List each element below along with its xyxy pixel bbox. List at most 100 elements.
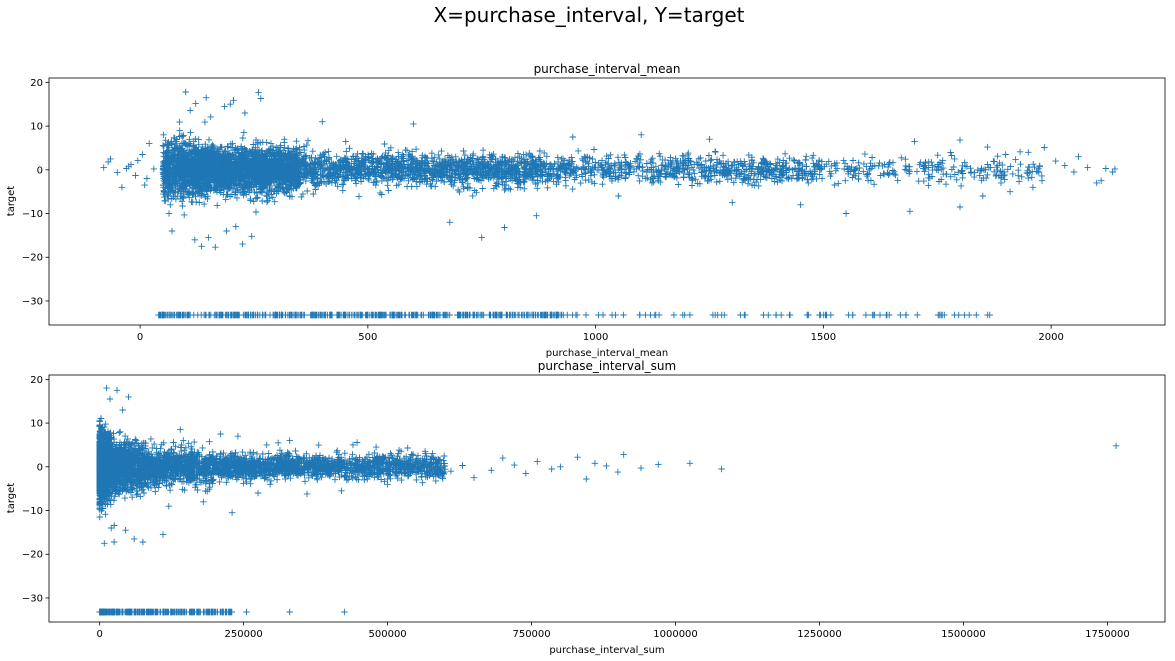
data-point (685, 149, 692, 157)
data-point (675, 181, 682, 188)
data-point (835, 180, 842, 187)
data-point (849, 157, 857, 164)
data-point (702, 157, 709, 165)
data-point (636, 150, 644, 158)
data-point (598, 157, 606, 164)
data-point (971, 169, 978, 176)
data-point (201, 118, 209, 126)
data-point (385, 187, 392, 194)
data-point (994, 153, 1001, 160)
data-point (231, 191, 239, 198)
data-point (680, 173, 687, 181)
data-point (948, 152, 955, 159)
data-point (334, 183, 341, 190)
data-point (507, 186, 514, 193)
data-point (789, 172, 797, 179)
data-point (803, 163, 810, 170)
data-point (870, 181, 878, 188)
data-point (652, 163, 660, 170)
data-point (479, 185, 486, 192)
data-point (997, 168, 1004, 175)
data-point (240, 129, 248, 136)
data-point (202, 141, 209, 148)
data-point (435, 151, 442, 159)
data-point (450, 182, 457, 190)
data-point (867, 160, 874, 167)
data-point (514, 150, 522, 157)
data-point (686, 171, 693, 178)
data-point (460, 147, 467, 155)
data-point (389, 153, 396, 161)
data-point (656, 171, 664, 178)
data-point (781, 150, 789, 157)
data-point (259, 197, 266, 205)
data-point (1028, 174, 1035, 181)
data-point (611, 162, 618, 170)
data-point (298, 193, 305, 201)
data-point (577, 179, 584, 187)
data-point (176, 127, 183, 134)
data-point (688, 182, 696, 189)
data-point (293, 138, 300, 145)
data-point (855, 159, 862, 166)
data-point (713, 178, 720, 186)
data-point (868, 154, 876, 161)
data-point (785, 173, 793, 181)
data-point (751, 170, 759, 177)
data-point (711, 148, 719, 155)
data-point (569, 185, 576, 193)
data-point (463, 172, 470, 179)
data-point (841, 165, 848, 173)
data-point (599, 172, 606, 180)
data-point (371, 173, 379, 180)
data-point (921, 168, 928, 175)
data-point (468, 170, 476, 177)
data-point (568, 154, 575, 161)
data-point (373, 179, 380, 186)
data-point (572, 174, 580, 181)
data-point (181, 211, 188, 219)
data-point (752, 178, 760, 186)
data-point (281, 136, 288, 143)
data-point (438, 147, 445, 155)
data-point (359, 150, 366, 157)
data-point (920, 177, 927, 185)
data-point (750, 159, 757, 166)
data-point (622, 154, 629, 161)
data-point (405, 177, 412, 184)
data-point (480, 153, 487, 160)
data-point (271, 198, 278, 205)
data-point (304, 187, 311, 195)
data-point (860, 160, 868, 168)
data-point (281, 144, 288, 151)
data-point (913, 168, 921, 175)
data-point (1012, 156, 1019, 163)
data-point (317, 178, 324, 185)
data-point (544, 184, 551, 191)
data-point (237, 143, 245, 150)
data-point (636, 177, 643, 185)
data-point (179, 133, 186, 140)
data-point (297, 149, 305, 156)
data-point (863, 172, 870, 180)
data-point (885, 160, 893, 168)
data-point (737, 158, 744, 165)
data-point (849, 174, 856, 181)
data-point (810, 152, 817, 159)
data-point (222, 147, 229, 155)
data-point (658, 162, 665, 169)
data-point (831, 181, 838, 189)
data-point (222, 196, 229, 203)
data-point (805, 179, 812, 187)
data-point (541, 149, 548, 157)
data-point (982, 166, 989, 173)
data-point (867, 177, 875, 184)
data-point (214, 202, 221, 209)
data-point (627, 162, 634, 169)
data-point (894, 177, 901, 184)
data-point (935, 167, 942, 174)
data-point (871, 162, 878, 169)
data-point (196, 199, 203, 206)
data-point (842, 177, 849, 184)
